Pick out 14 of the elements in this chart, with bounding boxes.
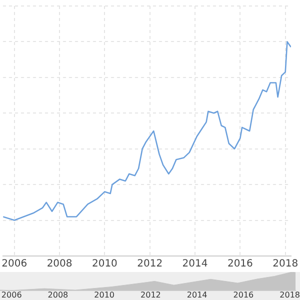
x-tick-label: 2014	[186, 290, 208, 300]
x-tick-label: 2006	[2, 258, 28, 270]
x-tick-label: 2014	[182, 258, 208, 270]
x-tick-label: 2018	[280, 290, 300, 300]
x-tick-label: 2006	[1, 290, 22, 300]
x-tick-label: 2010	[94, 290, 115, 300]
x-tick-label: 2008	[48, 290, 68, 300]
x-tick-label: 2012	[137, 258, 163, 270]
x-tick-label: 2018	[272, 258, 298, 270]
x-tick-label: 2016	[227, 258, 253, 270]
x-tick-label: 2016	[233, 290, 254, 300]
x-tick-label: 2012	[140, 290, 161, 300]
x-tick-label: 2010	[92, 258, 118, 270]
x-tick-label: 2008	[46, 258, 72, 270]
